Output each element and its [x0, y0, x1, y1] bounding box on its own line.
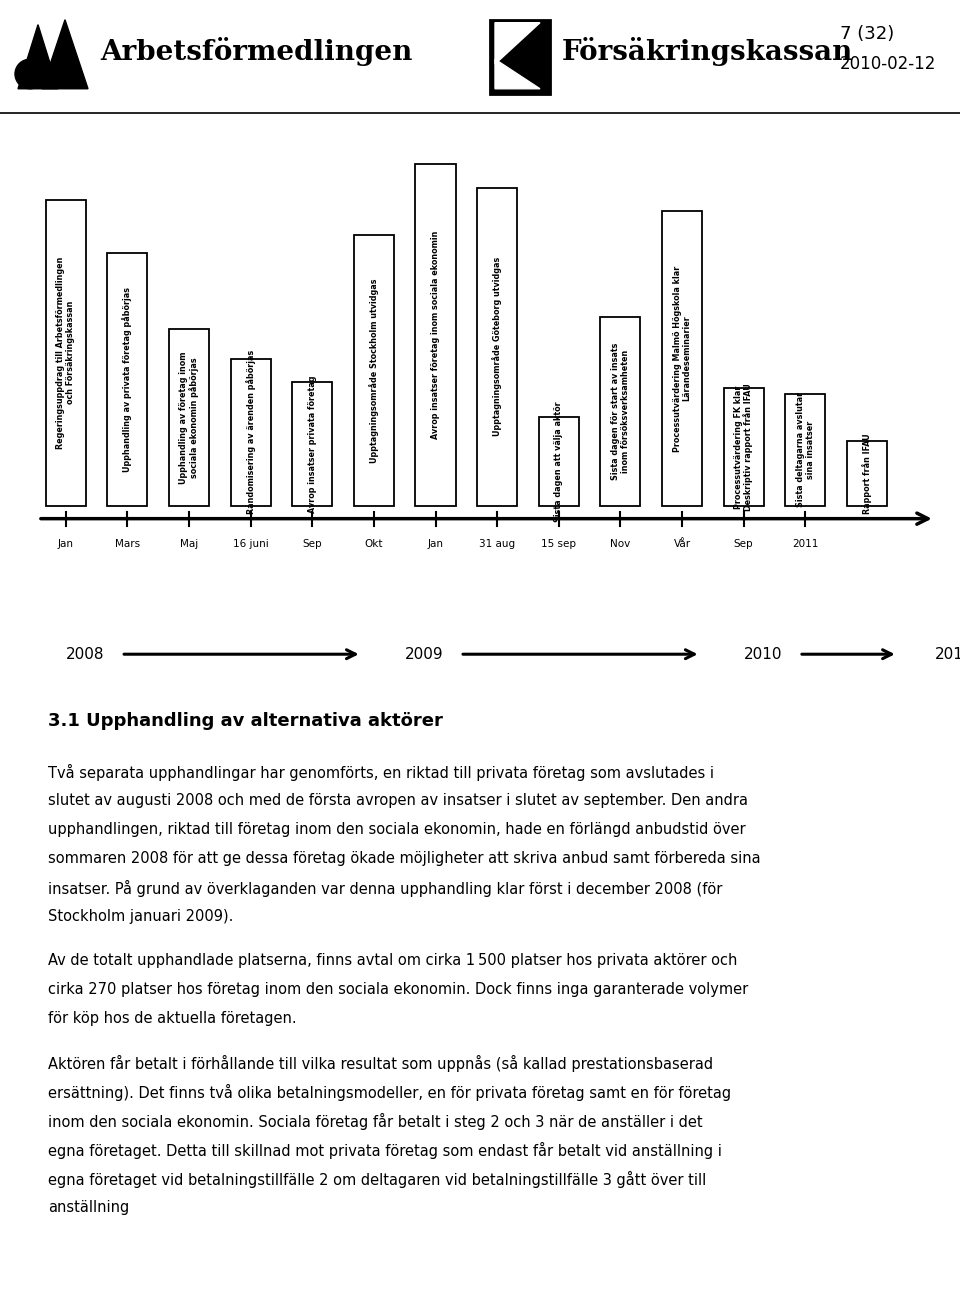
Text: Processutvärdering Malmö Högskola klar
Lärandeseminarier: Processutvärdering Malmö Högskola klar L…	[673, 266, 691, 451]
Text: anställning: anställning	[48, 1201, 130, 1215]
Bar	[108, 252, 148, 506]
Text: 2010: 2010	[744, 647, 782, 661]
Text: Sista deltagarna avslutar
sina insatser: Sista deltagarna avslutar sina insatser	[796, 392, 815, 508]
Text: Försäkringskassan: Försäkringskassan	[562, 37, 853, 66]
Bar	[46, 200, 85, 506]
Bar	[230, 359, 271, 506]
Text: Randomisering av ärenden påbörjas: Randomisering av ärenden påbörjas	[246, 350, 255, 514]
Bar	[477, 188, 517, 506]
Bar	[539, 417, 579, 506]
Polygon shape	[495, 22, 540, 64]
Text: Upphandling av företag inom
sociala ekonomin påbörjas: Upphandling av företag inom sociala ekon…	[180, 351, 199, 484]
Text: 31 aug: 31 aug	[479, 539, 516, 550]
Text: sommaren 2008 för att ge dessa företag ökade möjligheter att skriva anbud samt f: sommaren 2008 för att ge dessa företag ö…	[48, 851, 760, 865]
Text: Sep: Sep	[302, 539, 322, 550]
Text: 7 (32): 7 (32)	[840, 25, 895, 42]
Text: Upphandling av privata företag påbörjas: Upphandling av privata företag påbörjas	[123, 287, 132, 472]
Text: 2011: 2011	[792, 539, 819, 550]
Text: Arbetsförmedlingen: Arbetsförmedlingen	[100, 37, 413, 66]
Text: upphandlingen, riktad till företag inom den sociala ekonomin, hade en förlängd a: upphandlingen, riktad till företag inom …	[48, 822, 746, 836]
Text: Nov: Nov	[611, 539, 631, 550]
Text: Vår: Vår	[673, 539, 690, 550]
Text: Jan: Jan	[427, 539, 444, 550]
Text: Avrop insatser privata företag: Avrop insatser privata företag	[308, 375, 317, 513]
Text: Av de totalt upphandlade platserna, finns avtal om cirka 1 500 platser hos priva: Av de totalt upphandlade platserna, finn…	[48, 953, 737, 968]
Text: cirka 270 platser hos företag inom den sociala ekonomin. Dock finns inga garante: cirka 270 platser hos företag inom den s…	[48, 982, 748, 997]
Text: Sista dagen för start av insats
inom försöksverksamheten: Sista dagen för start av insats inom för…	[611, 343, 630, 480]
Bar	[847, 441, 887, 506]
Polygon shape	[42, 20, 88, 88]
Text: Upptagningsområde Stockholm utvidgas: Upptagningsområde Stockholm utvidgas	[369, 277, 379, 463]
Bar	[354, 235, 394, 506]
Text: 2011: 2011	[935, 647, 960, 661]
Text: 2008: 2008	[66, 647, 105, 661]
Text: insatser. På grund av överklaganden var denna upphandling klar först i december : insatser. På grund av överklaganden var …	[48, 880, 722, 897]
Text: 16 juni: 16 juni	[232, 539, 269, 550]
Text: Upptagningsområde Göteborg utvidgas: Upptagningsområde Göteborg utvidgas	[492, 258, 502, 437]
Text: Processutvärdering FK klar
Deskriptiv rapport från IFAU: Processutvärdering FK klar Deskriptiv ra…	[733, 383, 754, 510]
Text: Regeringsuppdrag till Arbetsförmedlingen
och Försäkringskassan: Regeringsuppdrag till Arbetsförmedlingen…	[57, 256, 75, 448]
Bar	[600, 317, 640, 506]
Text: Sep: Sep	[733, 539, 754, 550]
Bar	[662, 212, 702, 506]
Text: 3.1 Upphandling av alternativa aktörer: 3.1 Upphandling av alternativa aktörer	[48, 713, 443, 730]
Text: Jan: Jan	[58, 539, 74, 550]
Text: egna företaget. Detta till skillnad mot privata företag som endast får betalt vi: egna företaget. Detta till skillnad mot …	[48, 1143, 722, 1159]
Text: ersättning). Det finns två olika betalningsmodeller, en för privata företag samt: ersättning). Det finns två olika betalni…	[48, 1084, 732, 1101]
Bar	[292, 383, 332, 506]
Text: inom den sociala ekonomin. Sociala företag får betalt i steg 2 och 3 när de anst: inom den sociala ekonomin. Sociala föret…	[48, 1112, 703, 1130]
Text: 2009: 2009	[405, 647, 444, 661]
Text: Sista dagen att välja aktör: Sista dagen att välja aktör	[554, 401, 564, 522]
Polygon shape	[18, 25, 58, 88]
Bar	[724, 388, 763, 506]
Text: Avrop insatser företag inom sociala ekonomin: Avrop insatser företag inom sociala ekon…	[431, 231, 440, 439]
Text: Mars: Mars	[115, 539, 140, 550]
Text: Stockholm januari 2009).: Stockholm januari 2009).	[48, 909, 233, 923]
Text: för köp hos de aktuella företagen.: för köp hos de aktuella företagen.	[48, 1011, 297, 1026]
Text: 2010-02-12: 2010-02-12	[840, 55, 936, 74]
Text: Två separata upphandlingar har genomförts, en riktad till privata företag som av: Två separata upphandlingar har genomfört…	[48, 764, 714, 781]
Text: 15 sep: 15 sep	[541, 539, 576, 550]
Text: slutet av augusti 2008 och med de första avropen av insatser i slutet av septemb: slutet av augusti 2008 och med de första…	[48, 793, 748, 807]
Bar	[416, 164, 456, 506]
Text: Aktören får betalt i förhållande till vilka resultat som uppnås (så kallad prest: Aktören får betalt i förhållande till vi…	[48, 1055, 713, 1072]
Text: Rapport från IFAU: Rapport från IFAU	[862, 433, 872, 514]
Bar	[490, 20, 550, 93]
Polygon shape	[495, 59, 540, 88]
Text: Okt: Okt	[365, 539, 383, 550]
Bar	[169, 329, 209, 506]
Text: Maj: Maj	[180, 539, 198, 550]
Bar	[785, 394, 826, 506]
Circle shape	[15, 59, 45, 89]
Text: egna företaget vid betalningstillfälle 2 om deltagaren vid betalningstillfälle 3: egna företaget vid betalningstillfälle 2…	[48, 1172, 707, 1189]
